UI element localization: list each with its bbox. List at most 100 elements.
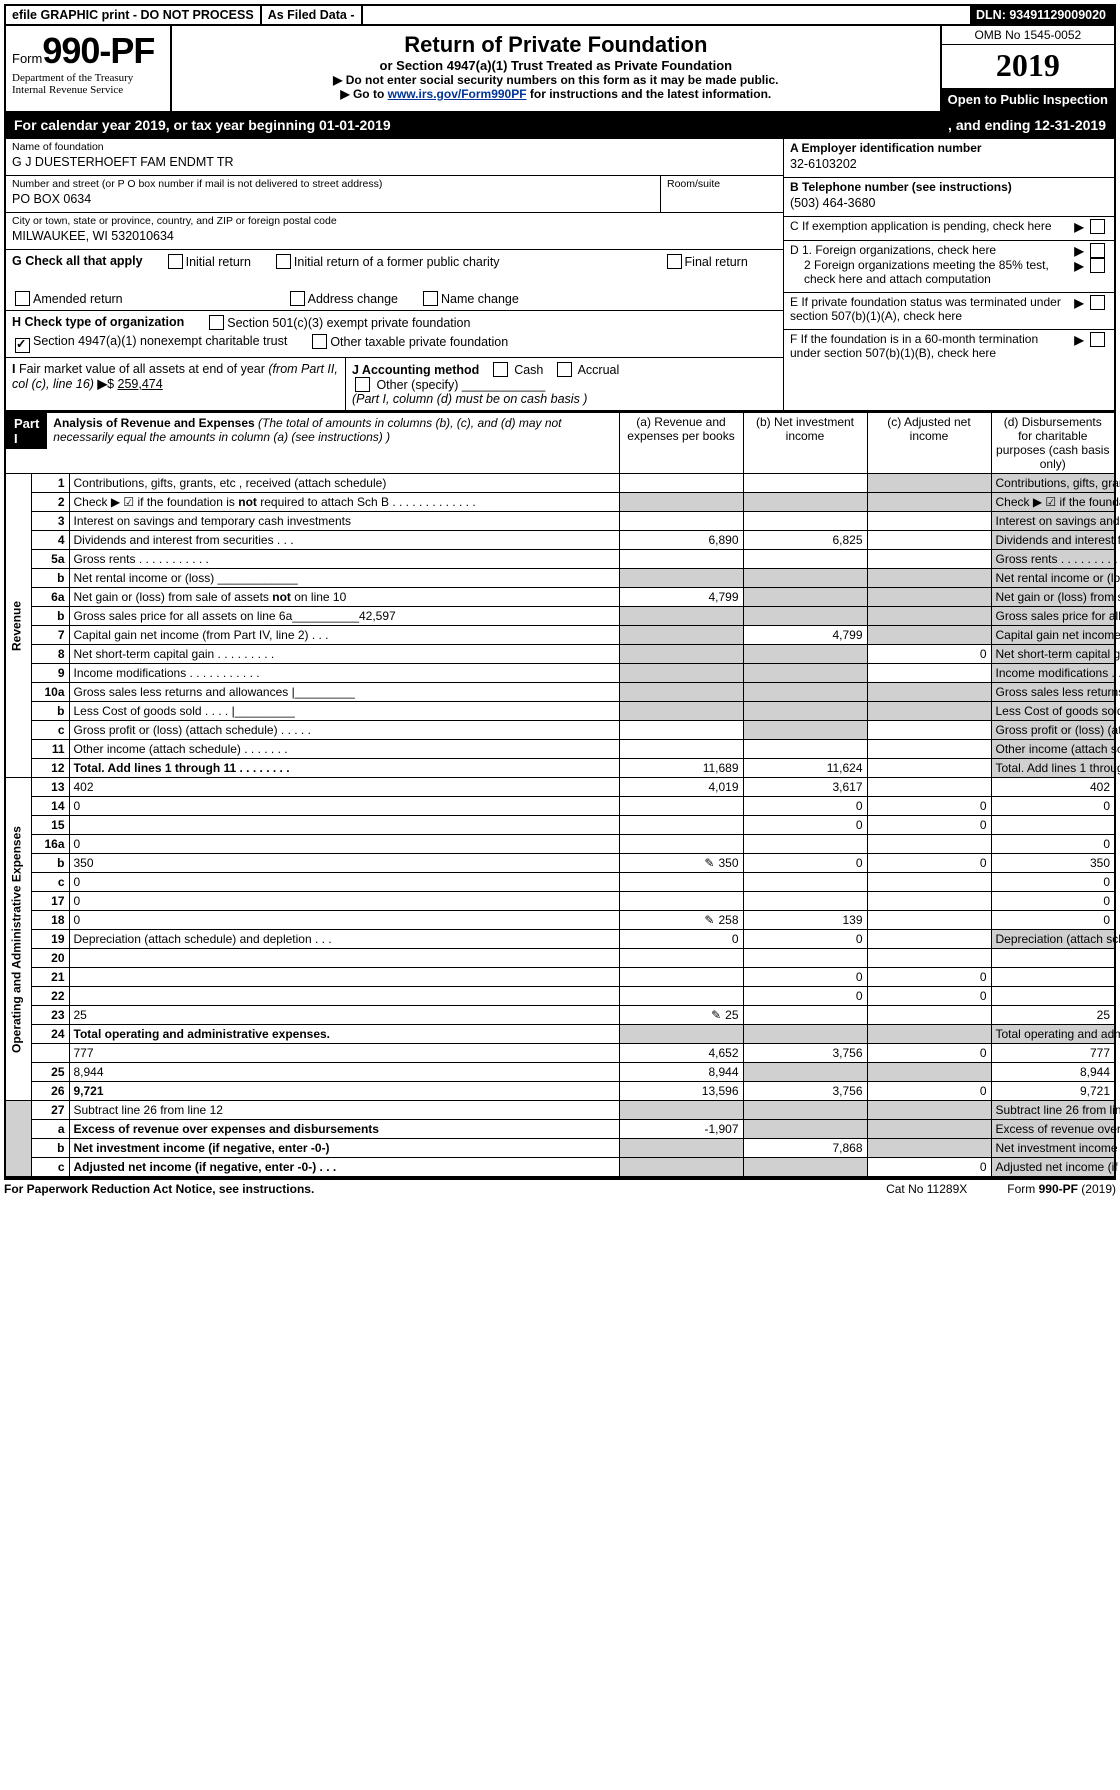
- d2-label: 2 Foreign organizations meeting the 85% …: [804, 258, 1070, 286]
- checkbox-icon[interactable]: [276, 254, 291, 269]
- amt-cell: 0: [743, 968, 867, 987]
- amt-cell: 8,944: [619, 1063, 743, 1082]
- table-row: Revenue1Contributions, gifts, grants, et…: [5, 474, 1115, 493]
- amt-cell: Net rental income or (loss) ____________: [991, 569, 1115, 588]
- amt-cell: 6,825: [743, 531, 867, 550]
- amt-cell: [743, 588, 867, 607]
- name-cell: Name of foundation G J DUESTERHOEFT FAM …: [6, 139, 783, 175]
- line-desc: 0: [69, 892, 619, 911]
- ij-row: I Fair market value of all assets at end…: [6, 357, 783, 410]
- checkbox-icon[interactable]: [1090, 258, 1105, 273]
- amt-cell: [867, 740, 991, 759]
- section-side-label: Operating and Administrative Expenses: [5, 778, 31, 1101]
- amt-cell: [619, 873, 743, 892]
- amt-cell: [743, 683, 867, 702]
- amt-cell: Gross rents . . . . . . . . . . .: [991, 550, 1115, 569]
- checkbox-icon[interactable]: [493, 362, 508, 377]
- col-a-header: (a) Revenue and expenses per books: [619, 413, 743, 474]
- table-row: cAdjusted net income (if negative, enter…: [5, 1158, 1115, 1178]
- calyear-mid: [391, 117, 948, 133]
- line-desc: Adjusted net income (if negative, enter …: [69, 1158, 619, 1178]
- amt-cell: Gross sales less returns and allowances …: [991, 683, 1115, 702]
- checkbox-icon[interactable]: [1090, 295, 1105, 310]
- line-desc: Dividends and interest from securities .…: [69, 531, 619, 550]
- checkbox-icon[interactable]: [168, 254, 183, 269]
- entity-grid: Name of foundation G J DUESTERHOEFT FAM …: [4, 139, 1116, 412]
- col-b-header: (b) Net investment income: [743, 413, 867, 474]
- amt-cell: 4,019: [619, 778, 743, 797]
- instr-1: ▶ Do not enter social security numbers o…: [180, 73, 932, 87]
- line-number: 5a: [31, 550, 69, 569]
- line-number: 7: [31, 626, 69, 645]
- line-desc: 0: [69, 797, 619, 816]
- addr-cell: Number and street (or P O box number if …: [6, 176, 660, 212]
- form-num: 990-PF: [42, 30, 154, 71]
- j-other: Other (specify): [376, 378, 458, 392]
- instr-2: ▶ Go to www.irs.gov/Form990PF for instru…: [180, 87, 932, 101]
- line-number: 12: [31, 759, 69, 778]
- amt-cell: 0: [867, 1044, 991, 1063]
- amt-cell: Adjusted net income (if negative, enter …: [991, 1158, 1115, 1178]
- line-desc: 8,944: [69, 1063, 619, 1082]
- table-row: c00: [5, 873, 1115, 892]
- omb-number: OMB No 1545-0052: [942, 26, 1114, 45]
- table-row: 9Income modifications . . . . . . . . . …: [5, 664, 1115, 683]
- amt-cell: 0: [867, 645, 991, 664]
- amt-cell: [867, 1139, 991, 1158]
- amt-cell: Gross profit or (loss) (attach schedule)…: [991, 721, 1115, 740]
- line-desc: Net short-term capital gain . . . . . . …: [69, 645, 619, 664]
- line-number: 8: [31, 645, 69, 664]
- line-number: b: [31, 607, 69, 626]
- checkbox-icon[interactable]: [312, 334, 327, 349]
- checkbox-icon[interactable]: [1090, 243, 1105, 258]
- line-number: 6a: [31, 588, 69, 607]
- form-word: Form: [12, 51, 42, 66]
- amt-cell: ✎350: [619, 854, 743, 873]
- checkbox-icon[interactable]: [1090, 332, 1105, 347]
- amt-cell: [867, 1120, 991, 1139]
- amt-cell: [867, 1025, 991, 1044]
- g-opt-5: Name change: [420, 291, 519, 306]
- amt-cell: [619, 512, 743, 531]
- calendar-year-row: For calendar year 2019, or tax year begi…: [4, 113, 1116, 139]
- part1-header: Part I Analysis of Revenue and Expenses …: [5, 413, 619, 474]
- amt-cell: [867, 911, 991, 930]
- line-desc: Excess of revenue over expenses and disb…: [69, 1120, 619, 1139]
- line-desc: Gross rents . . . . . . . . . . .: [69, 550, 619, 569]
- amt-cell: [619, 550, 743, 569]
- checkbox-icon[interactable]: [355, 377, 370, 392]
- name-value: G J DUESTERHOEFT FAM ENDMT TR: [12, 153, 777, 169]
- checkbox-icon[interactable]: [423, 291, 438, 306]
- checkbox-icon[interactable]: [209, 315, 224, 330]
- table-row: 27Subtract line 26 from line 12Subtract …: [5, 1101, 1115, 1120]
- checkbox-checked-icon[interactable]: [15, 338, 30, 353]
- g-opt-0: Initial return: [165, 254, 251, 269]
- line-desc: Interest on savings and temporary cash i…: [69, 512, 619, 531]
- line-desc: Gross profit or (loss) (attach schedule)…: [69, 721, 619, 740]
- amt-cell: Net gain or (loss) from sale of assets n…: [991, 588, 1115, 607]
- line-number: 27: [31, 1101, 69, 1120]
- amt-cell: [867, 892, 991, 911]
- amt-cell: Total operating and administrative expen…: [991, 1025, 1115, 1044]
- amt-cell: [619, 1158, 743, 1178]
- line-number: 19: [31, 930, 69, 949]
- line-number: 21: [31, 968, 69, 987]
- line-number: 2: [31, 493, 69, 512]
- instr-link[interactable]: www.irs.gov/Form990PF: [388, 87, 527, 101]
- checkbox-icon[interactable]: [557, 362, 572, 377]
- j-accrual: Accrual: [578, 363, 620, 377]
- checkbox-icon[interactable]: [1090, 219, 1105, 234]
- line-number: 25: [31, 1063, 69, 1082]
- checkbox-icon[interactable]: [15, 291, 30, 306]
- amt-cell: Gross sales price for all assets on line…: [991, 607, 1115, 626]
- amt-cell: 3,617: [743, 778, 867, 797]
- amt-cell: 8,944: [991, 1063, 1115, 1082]
- checkbox-icon[interactable]: [290, 291, 305, 306]
- amt-cell: [991, 987, 1115, 1006]
- table-row: 19Depreciation (attach schedule) and dep…: [5, 930, 1115, 949]
- line-number: 4: [31, 531, 69, 550]
- line-desc: [69, 816, 619, 835]
- amt-cell: [619, 626, 743, 645]
- checkbox-icon[interactable]: [667, 254, 682, 269]
- g-opt-3: Amended return: [12, 291, 123, 306]
